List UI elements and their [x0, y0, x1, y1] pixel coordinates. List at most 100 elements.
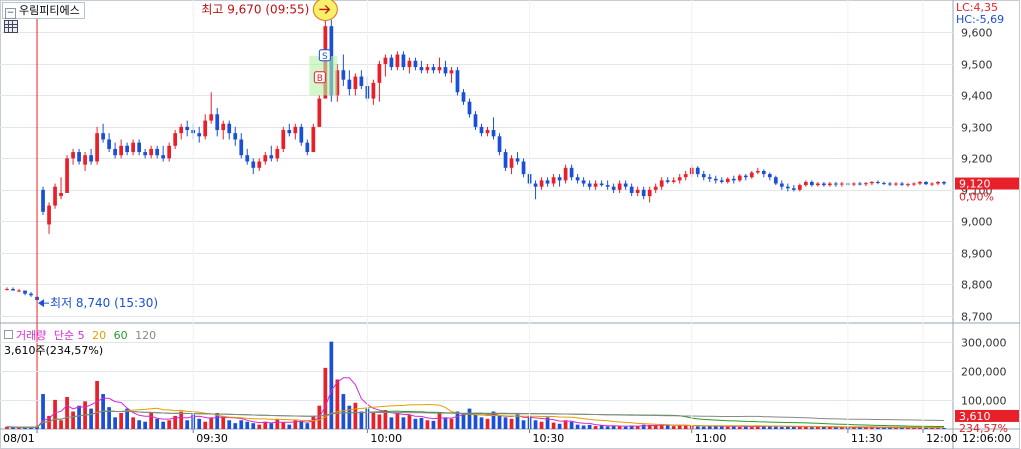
candle-body: [906, 184, 910, 186]
buy-marker-label: B: [317, 74, 323, 84]
candle-body: [503, 152, 508, 168]
price-tick-label: 9,500: [961, 59, 993, 72]
candle-body: [11, 288, 15, 291]
volume-bar: [287, 424, 292, 429]
volume-bar: [425, 420, 430, 429]
volume-bar: [533, 420, 538, 429]
candle-body: [299, 126, 304, 143]
volume-bar: [371, 412, 376, 429]
volume-bar: [269, 423, 274, 429]
volume-bar: [413, 418, 418, 429]
candle-body: [413, 60, 418, 68]
candle-body: [401, 54, 406, 68]
candle-body: [641, 189, 646, 197]
price-tick-label: 9,600: [961, 27, 993, 40]
volume-bar: [822, 426, 826, 429]
candle-body: [779, 183, 784, 187]
candle-body: [53, 186, 57, 206]
candle-body: [371, 82, 376, 99]
candle-body: [143, 152, 148, 156]
volume-bar: [828, 427, 832, 429]
candle-body: [761, 170, 766, 175]
volume-bar: [785, 426, 790, 429]
volume-bar: [29, 427, 33, 429]
candle-body: [263, 155, 268, 162]
volume-bar: [749, 426, 754, 429]
volume-bar: [767, 426, 772, 429]
candle-body: [936, 181, 940, 184]
volume-collapse-icon[interactable]: [4, 330, 13, 339]
candle-body: [419, 67, 424, 71]
volume-bar: [569, 421, 574, 429]
volume-bar: [900, 427, 904, 429]
candle-body: [743, 175, 748, 178]
candle-body: [605, 185, 610, 187]
current-volume-pct: 234,57%: [959, 422, 1008, 435]
volume-bar: [341, 394, 346, 429]
volume-title: 거래량: [16, 329, 47, 342]
price-tick-label: 9,200: [961, 153, 993, 166]
candle-body: [473, 114, 478, 127]
table-view-icon[interactable]: [4, 20, 18, 33]
volume-bar: [473, 414, 478, 429]
price-tick-label: 8,900: [961, 248, 993, 261]
candle-body: [407, 60, 412, 68]
candle-body: [695, 167, 700, 175]
candle-body: [341, 70, 346, 80]
ma120-line: [6, 410, 945, 428]
candle-body: [17, 290, 21, 292]
current-volume-label: 3,610: [959, 410, 991, 423]
volume-bar: [719, 426, 724, 429]
candle-body: [852, 183, 856, 185]
collapse-icon[interactable]: −: [5, 8, 16, 19]
volume-bar: [167, 420, 172, 429]
candle-body: [335, 70, 340, 96]
candle-body: [551, 177, 556, 184]
volume-bar: [581, 425, 586, 429]
ma120-label: 120: [135, 329, 157, 342]
volume-bar: [299, 420, 304, 429]
volume-bar: [443, 417, 448, 429]
candle-body: [311, 126, 316, 153]
candle-body: [353, 76, 358, 90]
ma20-label: 20: [92, 329, 107, 342]
volume-bar: [906, 427, 910, 429]
volume-bar: [611, 425, 616, 429]
volume-bar: [623, 426, 628, 429]
time-tick-label: 11:30: [851, 432, 883, 445]
stock-title-box[interactable]: − 우림피티에스: [2, 2, 85, 19]
candle-body: [809, 181, 814, 186]
volume-bar: [389, 417, 394, 429]
candle-body: [533, 183, 538, 187]
volume-bar: [816, 426, 820, 429]
sell-marker-label: S: [322, 52, 328, 62]
candle-body: [882, 182, 886, 184]
volume-bar: [449, 418, 454, 429]
volume-bar: [71, 411, 75, 429]
volume-bar: [671, 426, 676, 429]
volume-bar: [467, 408, 472, 429]
candle-body: [737, 175, 742, 181]
ma60-label: 60: [113, 329, 128, 342]
volume-info: 3,610주(234,57%): [4, 344, 104, 357]
volume-bar: [335, 379, 340, 429]
volume-bar: [731, 426, 736, 429]
volume-bar: [797, 426, 802, 429]
candle-body: [521, 161, 526, 175]
volume-bar: [419, 417, 424, 429]
candle-body: [828, 183, 832, 186]
candle-body: [131, 142, 135, 153]
volume-bar: [107, 407, 111, 429]
candle-body: [593, 183, 598, 187]
candle-body: [71, 152, 75, 159]
candle-body: [119, 145, 123, 156]
candle-body: [713, 178, 718, 181]
volume-bar: [641, 424, 646, 429]
candle-body: [221, 123, 226, 131]
candle-body: [840, 183, 844, 185]
volume-bar: [149, 412, 154, 429]
candle-body: [89, 155, 93, 162]
candle-body: [449, 70, 454, 74]
volume-bar: [209, 417, 214, 429]
